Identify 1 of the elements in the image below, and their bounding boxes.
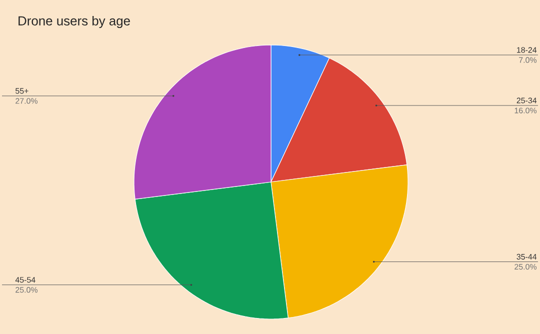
chart-title: Drone users by age <box>18 16 130 28</box>
